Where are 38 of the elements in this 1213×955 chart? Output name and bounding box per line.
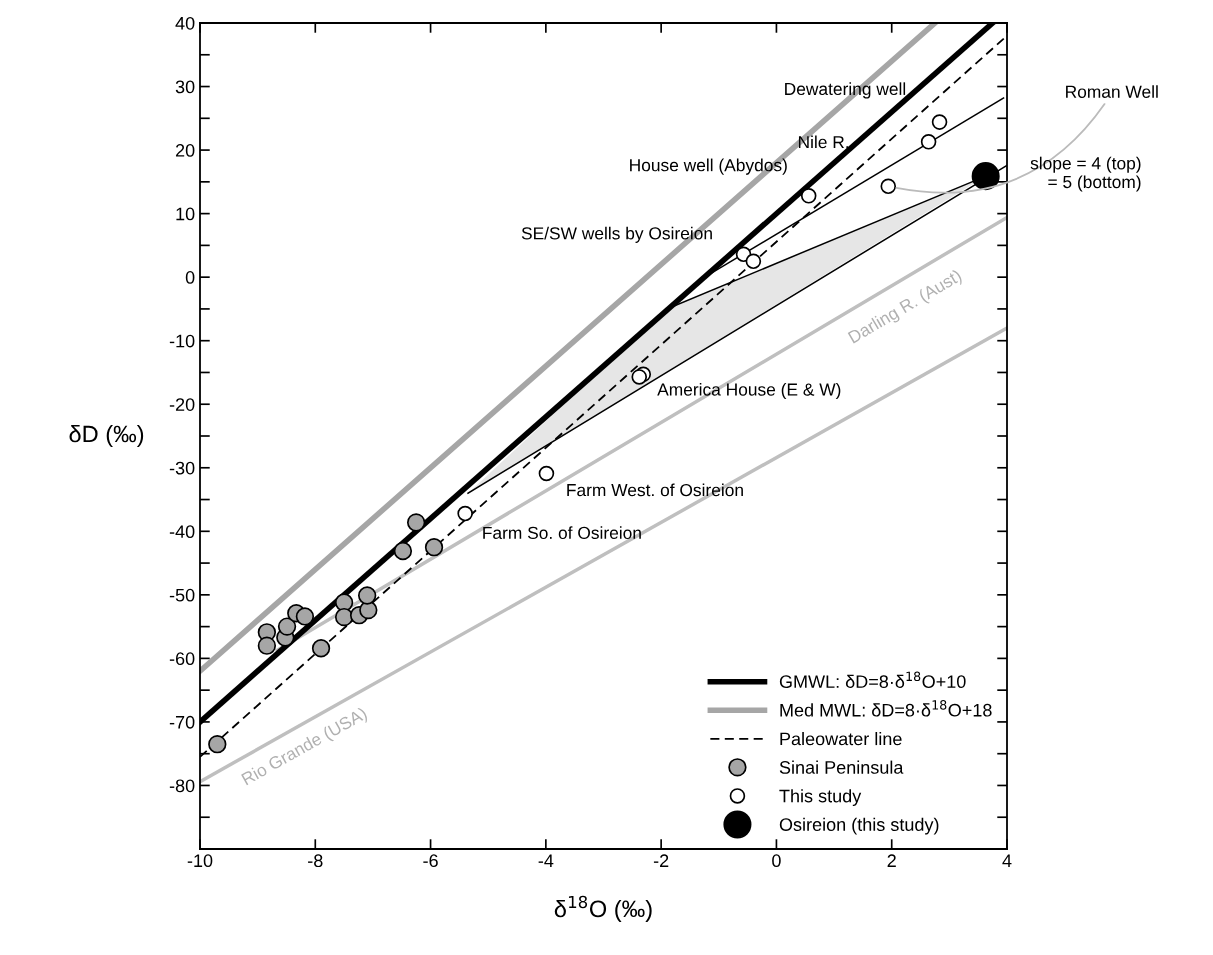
x-tick-label: -2 — [653, 854, 669, 867]
annotation: Roman Well — [1066, 85, 1158, 98]
x-axis-title: δ$^{18}$O (‰) — [554, 895, 652, 922]
y-tick-label: 40 — [175, 16, 195, 30]
y-tick-label: -30 — [169, 461, 195, 475]
legend-label: Sinai Peninsula — [779, 760, 904, 774]
y-tick-label: -70 — [169, 715, 195, 729]
y-tick-label: -10 — [169, 334, 195, 348]
x-tick-label: -8 — [308, 854, 323, 868]
x-tick-label: -6 — [423, 854, 438, 868]
annotation: SE/SW wells by Osireion — [521, 226, 712, 243]
legend-label: Osireion (this study) — [779, 817, 939, 835]
y-axis-title: δD (‰) — [69, 425, 144, 447]
y-tick-label: 20 — [175, 144, 195, 157]
x-tick-label: 0 — [772, 854, 781, 868]
x-tick-label: -4 — [538, 854, 554, 867]
y-tick-label: -20 — [169, 398, 195, 411]
annotation: Farm So. of Osireion — [483, 526, 641, 540]
annotation: House well (Abydos) — [630, 158, 787, 175]
annotation: Dewatering well — [785, 82, 906, 99]
y-tick-label: -40 — [169, 525, 195, 539]
y-tick-label: 30 — [175, 80, 195, 94]
y-tick-label: -50 — [169, 588, 195, 602]
annotation: Farm West. of Osireion — [567, 483, 743, 497]
x-tick-label: 2 — [887, 854, 896, 867]
legend-label: Paleowater line — [780, 732, 902, 746]
legend-label: This study — [779, 789, 862, 806]
annotation: America House (E & W) — [657, 382, 841, 400]
y-tick-label: -60 — [169, 652, 195, 666]
y-tick-label: -80 — [169, 779, 195, 793]
annotation: slope = 4 (top) = 5 (bottom) — [1030, 156, 1141, 192]
y-tick-label: 10 — [176, 207, 195, 221]
annotation: Nile R. — [798, 135, 849, 149]
x-tick-label: 4 — [1002, 854, 1012, 867]
legend-label: Med MWL: δD=8·δ$^{18}$O+18 — [780, 700, 992, 717]
x-tick-label: -10 — [187, 854, 213, 868]
y-tick-label: 0 — [185, 271, 195, 284]
legend-label: GMWL: δD=8·δ$^{18}$O+10 — [779, 671, 966, 689]
